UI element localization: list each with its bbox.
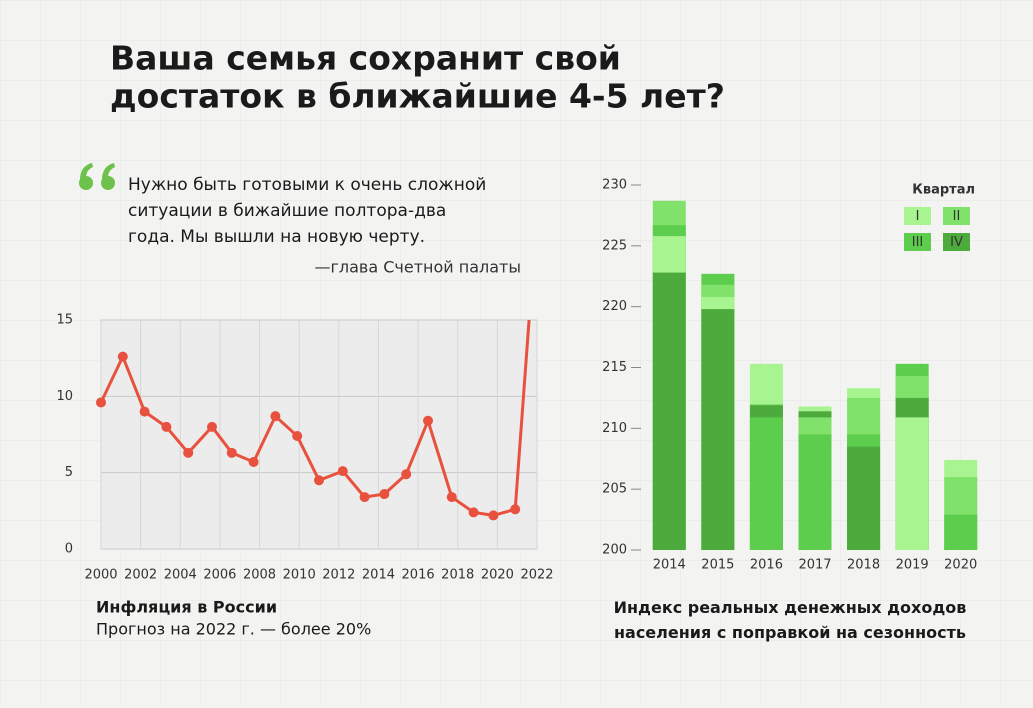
legend-swatch	[904, 207, 931, 225]
y-tick-label: 230	[602, 178, 627, 193]
quote-line: года. Мы вышли на новую черту.	[128, 227, 425, 247]
point	[117, 351, 128, 362]
y-tick-label: 215	[602, 360, 627, 375]
y-tick-label: 0	[65, 542, 73, 557]
bar	[701, 309, 735, 550]
bar	[749, 417, 783, 550]
chart-title: Индекс реальных денежных доходов населени…	[614, 598, 967, 642]
x-tick-label: 2018	[441, 568, 474, 583]
x-tick-label: 2020	[944, 558, 977, 573]
legend-label: II	[953, 209, 961, 224]
x-tick-label: 2014	[653, 558, 686, 573]
legend-swatch	[904, 233, 931, 251]
bar	[798, 434, 832, 550]
quote-line: ситуации в бижайшие полтора-два	[128, 201, 446, 221]
quote-author: —глава Счетной палаты	[314, 258, 521, 277]
bar	[652, 272, 686, 550]
x-tick-label: 2016	[750, 558, 783, 573]
legend-swatch	[943, 233, 970, 251]
x-tick-label: 2000	[84, 568, 117, 583]
y-tick-label: 200	[602, 543, 627, 558]
point	[359, 492, 370, 503]
x-tick-label: 2019	[896, 558, 929, 573]
point	[270, 411, 281, 422]
point	[446, 492, 457, 503]
y-tick-label: 205	[602, 482, 627, 497]
point	[468, 507, 479, 518]
x-tick-label: 2015	[701, 558, 734, 573]
point	[161, 421, 172, 432]
x-tick-label: 2017	[798, 558, 831, 573]
title-line: Ваша семья сохранит свой	[110, 39, 621, 78]
x-tick-label: 2014	[362, 568, 395, 583]
y-tick-label: 210	[602, 421, 627, 436]
point	[401, 469, 412, 480]
point	[423, 415, 433, 426]
point	[226, 447, 237, 458]
point	[96, 397, 106, 408]
bar	[847, 446, 881, 550]
bar	[944, 514, 978, 550]
x-tick-label: 2022	[520, 568, 553, 583]
y-tick-label: 15	[56, 313, 73, 328]
point	[510, 504, 521, 515]
chart-subtitle: Прогноз на 2022 г. — более 20%	[96, 620, 371, 639]
x-tick-label: 2016	[402, 568, 435, 583]
quote-line: Нужно быть готовыми к очень сложной	[128, 175, 486, 195]
y-tick-label: 220	[602, 299, 627, 314]
point	[292, 431, 303, 442]
point	[183, 447, 194, 458]
point	[337, 466, 348, 477]
y-tick-label: 225	[602, 238, 627, 253]
legend-label: I	[916, 209, 920, 224]
point	[379, 489, 390, 500]
point	[488, 510, 499, 521]
chart-title: Инфляция в России	[96, 598, 277, 617]
legend-label: IV	[950, 235, 963, 250]
y-tick-label: 10	[56, 389, 73, 404]
legend-label: III	[912, 235, 924, 250]
quote-mark	[79, 163, 115, 190]
point	[139, 406, 150, 417]
x-tick-label: 2018	[847, 558, 880, 573]
y-tick-label: 5	[65, 465, 73, 480]
x-tick-label: 2020	[481, 568, 514, 583]
legend-swatch	[943, 207, 970, 225]
point	[206, 421, 217, 432]
point	[314, 475, 324, 486]
x-tick-label: 2012	[322, 568, 355, 583]
bar	[895, 417, 929, 550]
x-tick-label: 2006	[203, 568, 236, 583]
legend-title: Квартал	[912, 183, 975, 198]
x-tick-label: 2008	[243, 568, 276, 583]
x-tick-label: 2004	[164, 568, 197, 583]
title-line: достаток в ближайшие 4-5 лет?	[110, 77, 725, 116]
point	[248, 456, 259, 467]
x-tick-label: 2002	[124, 568, 157, 583]
x-tick-label: 2010	[283, 568, 316, 583]
